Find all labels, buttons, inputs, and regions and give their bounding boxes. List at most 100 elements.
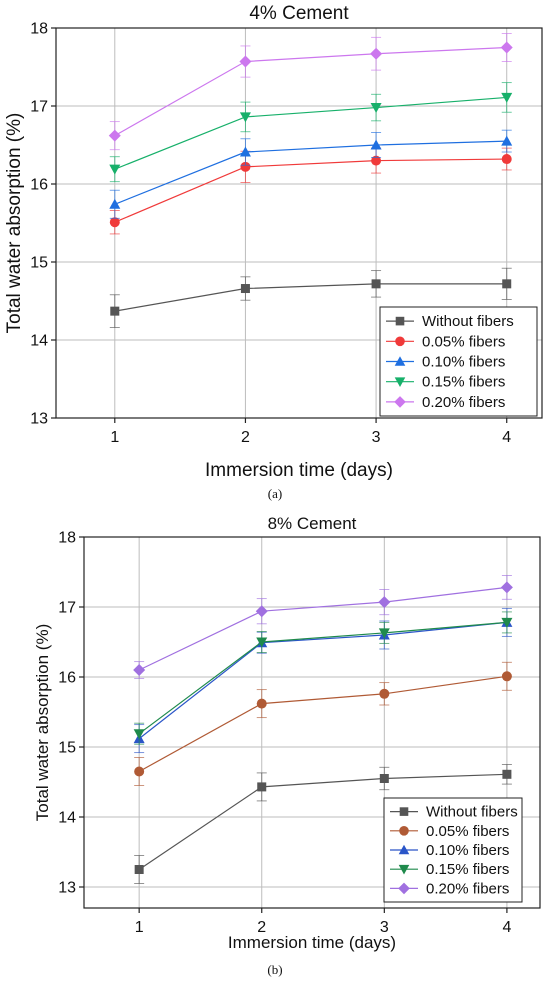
chart-b: 13 14 15 16 17 18 1 2 3 4 8% Cement Immersion time … — [33, 514, 541, 977]
data-point — [370, 139, 382, 150]
x-tick-label: 1 — [110, 429, 119, 446]
y-tick-label: 17 — [30, 99, 48, 116]
series-line — [138, 675, 507, 773]
chart-title: 4% Cement — [249, 3, 349, 24]
legend-label: 0.05% fibers — [426, 823, 509, 840]
legend-label: 0.10% fibers — [426, 842, 509, 859]
series-line — [114, 140, 507, 205]
data-point — [379, 688, 390, 699]
data-point — [500, 41, 513, 54]
x-tick-label: 2 — [257, 919, 266, 936]
data-point — [370, 47, 383, 60]
y-tick-label: 14 — [30, 333, 48, 350]
legend-marker — [399, 807, 409, 816]
data-point — [134, 766, 145, 777]
y-tick-label: 14 — [58, 810, 76, 827]
data-point — [501, 92, 513, 103]
data-point — [256, 698, 267, 709]
data-point — [378, 628, 390, 639]
y-axis-label: Total water absorption (%) — [4, 113, 25, 334]
data-point — [370, 103, 382, 114]
x-tick-label: 1 — [135, 919, 144, 936]
legend-label: Without fibers — [426, 804, 518, 821]
data-point — [108, 129, 121, 142]
series-3 — [109, 82, 513, 183]
x-axis-label: Immersion time (days) — [205, 460, 393, 481]
legend-marker — [398, 882, 410, 895]
figure-caption: (b) — [267, 962, 282, 977]
x-tick-label: 2 — [241, 429, 250, 446]
legend-marker — [398, 864, 410, 875]
data-point — [371, 279, 381, 289]
series-2 — [133, 607, 513, 754]
plot-frame — [55, 27, 543, 419]
data-point — [133, 664, 146, 676]
series-line — [138, 621, 507, 740]
data-point — [500, 581, 513, 594]
legend-marker — [394, 356, 406, 366]
data-point — [257, 782, 267, 792]
legend-label: 0.15% fibers — [426, 861, 509, 878]
series-line — [138, 586, 507, 671]
legend-label: 0.15% fibers — [422, 374, 505, 391]
legend-marker — [394, 396, 406, 408]
series-3 — [133, 611, 513, 745]
y-tick-label: 18 — [58, 530, 76, 547]
data-point — [502, 279, 512, 289]
y-axis-label: Total water absorption (%) — [33, 624, 52, 821]
series-line — [114, 283, 507, 312]
series-line — [114, 158, 507, 223]
y-tick-label: 18 — [30, 21, 48, 38]
x-axis-label: Immersion time (days) — [228, 933, 396, 952]
data-point — [239, 112, 251, 123]
y-tick-label: 17 — [58, 600, 76, 617]
legend-label: Without fibers — [422, 313, 514, 330]
legend-label: 0.20% fibers — [426, 880, 509, 897]
legend: Without fibers 0.05% fibers 0.10% fibers 0.… — [383, 797, 523, 903]
data-point — [133, 729, 145, 740]
x-tick-label: 4 — [502, 919, 511, 936]
data-point — [110, 306, 120, 316]
legend-label: 0.05% fibers — [422, 333, 505, 350]
legend-label: 0.10% fibers — [422, 354, 505, 371]
series-0 — [109, 267, 512, 328]
data-point — [239, 55, 252, 68]
series-line — [138, 773, 507, 870]
data-point — [240, 284, 250, 294]
data-point — [371, 155, 382, 166]
data-point — [501, 135, 513, 146]
y-tick-label: 15 — [30, 255, 48, 272]
data-point — [501, 154, 512, 165]
series-1 — [134, 661, 512, 786]
plot-frame — [83, 536, 541, 909]
series-line — [114, 46, 507, 137]
y-tick-label: 13 — [30, 411, 48, 428]
y-tick-label: 16 — [30, 177, 48, 194]
data-point — [255, 605, 268, 618]
chart-title: 8% Cement — [268, 514, 357, 533]
legend-marker — [399, 826, 409, 836]
series-4 — [133, 575, 513, 679]
x-tick-label: 4 — [502, 429, 511, 446]
series-line — [114, 96, 507, 170]
legend-marker — [395, 316, 405, 326]
legend: Without fibers 0.05% fibers 0.10% fibers 0.… — [379, 306, 538, 417]
x-tick-label: 3 — [372, 429, 381, 446]
data-point — [109, 164, 121, 175]
figure-caption: (a) — [268, 486, 282, 501]
legend-label: 0.20% fibers — [422, 394, 505, 411]
y-tick-label: 16 — [58, 670, 76, 687]
series-1 — [109, 147, 512, 235]
data-point — [109, 217, 120, 228]
series-2 — [109, 129, 513, 219]
y-tick-label: 15 — [58, 740, 76, 757]
series-line — [138, 621, 507, 735]
data-point — [501, 617, 513, 628]
data-point — [379, 774, 389, 783]
data-point — [502, 769, 512, 779]
data-point — [240, 161, 251, 172]
data-point — [378, 596, 391, 609]
legend-marker — [394, 377, 406, 387]
data-point — [239, 146, 251, 157]
